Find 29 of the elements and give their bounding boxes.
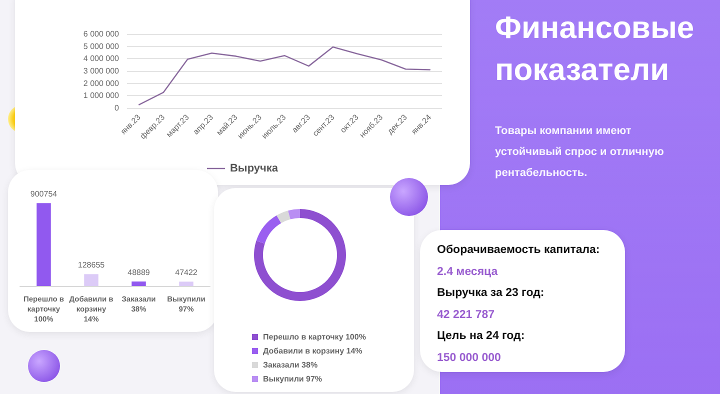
text: Цель на 24 год: bbox=[437, 329, 526, 344]
line-series bbox=[138, 46, 431, 106]
data-label: 128655 bbox=[78, 260, 106, 270]
bar bbox=[36, 203, 51, 286]
text: 150 000 000 bbox=[437, 350, 502, 366]
y-tick-label: 0 bbox=[114, 104, 120, 112]
bar bbox=[179, 282, 194, 286]
bar bbox=[132, 282, 146, 286]
y-tick-label: 6 000 000 bbox=[83, 30, 120, 38]
legend-label: Перешло в карточку 100% bbox=[263, 332, 366, 342]
data-label: 47422 bbox=[175, 268, 198, 278]
y-tick-label: 5 000 000 bbox=[83, 42, 120, 51]
text: Товары компании имеют устойчивый спрос и отличную рентабельность. bbox=[495, 124, 665, 181]
legend-label: Выкупили 97% bbox=[263, 374, 322, 384]
legend-label: Выручка bbox=[230, 162, 279, 174]
text: Оборачиваемость капитала: bbox=[437, 243, 601, 258]
text: 42 221 787 bbox=[437, 308, 496, 322]
legend-label: Заказали 38% bbox=[263, 360, 318, 370]
y-tick-label: 1 000 000 bbox=[83, 91, 120, 100]
y-tick-label: 4 000 000 bbox=[83, 54, 120, 64]
legend-label: Добавили в корзину 14% bbox=[263, 346, 362, 356]
data-label: 48889 bbox=[128, 268, 150, 277]
bar bbox=[84, 274, 98, 286]
y-tick-label: 2 000 000 bbox=[83, 78, 120, 88]
text: 2.4 месяца bbox=[437, 264, 499, 280]
data-label: 900754 bbox=[30, 190, 58, 199]
text: Выручка за 23 год: bbox=[437, 286, 546, 301]
text: Финансовые показатели bbox=[495, 9, 696, 89]
y-tick-label: 3 000 000 bbox=[83, 66, 120, 76]
